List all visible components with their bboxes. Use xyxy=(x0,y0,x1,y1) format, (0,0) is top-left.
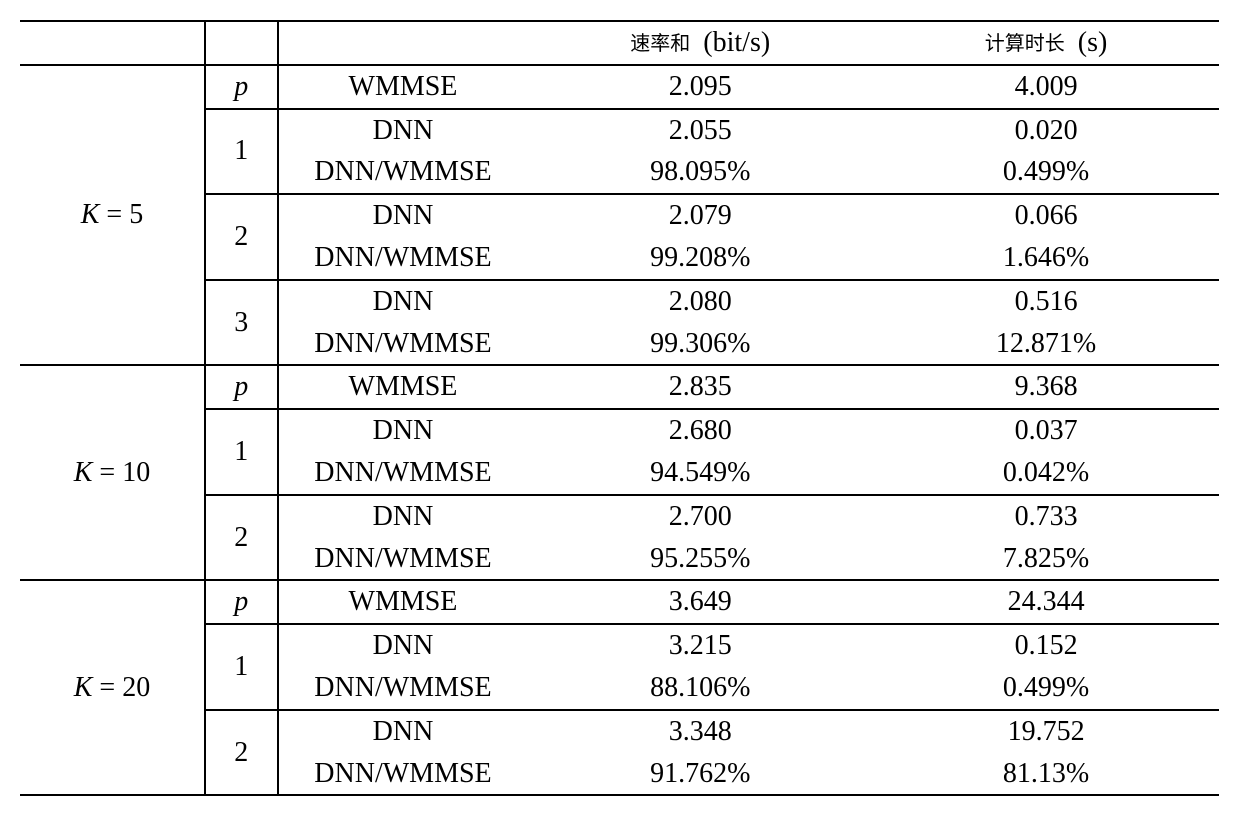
trial-index-cell: 3 xyxy=(205,280,278,366)
rate-cell: 2.079 xyxy=(527,194,873,237)
results-table: 速率和 (bit/s) 计算时长 (s) K = 5pWMMSE2.0954.0… xyxy=(20,20,1219,796)
method-cell: DNN xyxy=(278,280,528,323)
rate-cell: 3.215 xyxy=(527,624,873,667)
rate-cell: 94.549% xyxy=(527,452,873,495)
header-rate: 速率和 (bit/s) xyxy=(527,21,873,65)
rate-cell: 91.762% xyxy=(527,753,873,796)
p-cell: p xyxy=(205,65,278,109)
time-cell: 19.752 xyxy=(873,710,1219,753)
method-cell: DNN xyxy=(278,624,528,667)
time-cell: 12.871% xyxy=(873,323,1219,366)
method-cell: DNN/WMMSE xyxy=(278,452,528,495)
time-cell: 7.825% xyxy=(873,538,1219,581)
p-cell: p xyxy=(205,580,278,624)
method-cell: WMMSE xyxy=(278,580,528,624)
rate-cell: 2.680 xyxy=(527,409,873,452)
method-cell: DNN xyxy=(278,710,528,753)
rate-cell: 2.095 xyxy=(527,65,873,109)
trial-index-cell: 1 xyxy=(205,409,278,495)
k-cell: K = 20 xyxy=(20,580,205,795)
table-row: K = 10pWMMSE2.8359.368 xyxy=(20,365,1219,409)
time-cell: 0.037 xyxy=(873,409,1219,452)
rate-cell: 2.055 xyxy=(527,109,873,152)
header-row: 速率和 (bit/s) 计算时长 (s) xyxy=(20,21,1219,65)
method-cell: DNN/WMMSE xyxy=(278,151,528,194)
method-cell: WMMSE xyxy=(278,65,528,109)
method-cell: DNN/WMMSE xyxy=(278,237,528,280)
rate-cell: 2.080 xyxy=(527,280,873,323)
time-cell: 0.020 xyxy=(873,109,1219,152)
time-cell: 9.368 xyxy=(873,365,1219,409)
header-rate-cn: 速率和 xyxy=(630,33,690,55)
table-body: K = 5pWMMSE2.0954.0091DNN2.0550.020DNN/W… xyxy=(20,65,1219,796)
method-cell: DNN/WMMSE xyxy=(278,667,528,710)
rate-cell: 99.306% xyxy=(527,323,873,366)
rate-cell: 3.649 xyxy=(527,580,873,624)
header-rate-unit: (bit/s) xyxy=(703,27,770,58)
method-cell: WMMSE xyxy=(278,365,528,409)
time-cell: 0.499% xyxy=(873,151,1219,194)
time-cell: 4.009 xyxy=(873,65,1219,109)
time-cell: 81.13% xyxy=(873,753,1219,796)
rate-cell: 2.700 xyxy=(527,495,873,538)
time-cell: 0.499% xyxy=(873,667,1219,710)
header-time-unit: (s) xyxy=(1078,27,1108,58)
header-blank-method xyxy=(278,21,528,65)
trial-index-cell: 2 xyxy=(205,710,278,796)
header-time-cn: 计算时长 xyxy=(985,33,1065,55)
method-cell: DNN xyxy=(278,109,528,152)
trial-index-cell: 1 xyxy=(205,624,278,710)
rate-cell: 3.348 xyxy=(527,710,873,753)
header-blank-p xyxy=(205,21,278,65)
p-cell: p xyxy=(205,365,278,409)
method-cell: DNN/WMMSE xyxy=(278,538,528,581)
k-cell: K = 10 xyxy=(20,365,205,580)
table-row: K = 20pWMMSE3.64924.344 xyxy=(20,580,1219,624)
method-cell: DNN xyxy=(278,194,528,237)
rate-cell: 2.835 xyxy=(527,365,873,409)
rate-cell: 99.208% xyxy=(527,237,873,280)
method-cell: DNN xyxy=(278,409,528,452)
trial-index-cell: 2 xyxy=(205,495,278,581)
header-time: 计算时长 (s) xyxy=(873,21,1219,65)
trial-index-cell: 1 xyxy=(205,109,278,195)
time-cell: 0.042% xyxy=(873,452,1219,495)
time-cell: 24.344 xyxy=(873,580,1219,624)
table-row: K = 5pWMMSE2.0954.009 xyxy=(20,65,1219,109)
method-cell: DNN xyxy=(278,495,528,538)
method-cell: DNN/WMMSE xyxy=(278,323,528,366)
rate-cell: 98.095% xyxy=(527,151,873,194)
method-cell: DNN/WMMSE xyxy=(278,753,528,796)
time-cell: 0.152 xyxy=(873,624,1219,667)
trial-index-cell: 2 xyxy=(205,194,278,280)
header-blank-k xyxy=(20,21,205,65)
k-cell: K = 5 xyxy=(20,65,205,366)
time-cell: 0.516 xyxy=(873,280,1219,323)
time-cell: 1.646% xyxy=(873,237,1219,280)
results-table-container: 速率和 (bit/s) 计算时长 (s) K = 5pWMMSE2.0954.0… xyxy=(20,20,1219,796)
time-cell: 0.733 xyxy=(873,495,1219,538)
rate-cell: 95.255% xyxy=(527,538,873,581)
rate-cell: 88.106% xyxy=(527,667,873,710)
time-cell: 0.066 xyxy=(873,194,1219,237)
